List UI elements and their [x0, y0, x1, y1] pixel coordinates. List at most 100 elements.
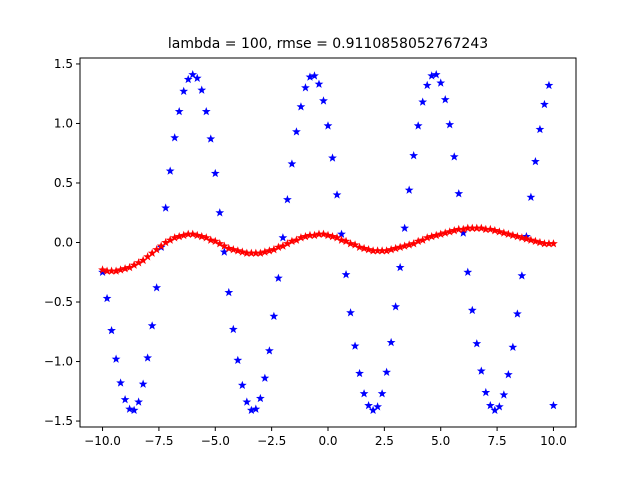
data-point	[346, 239, 355, 248]
data-point	[219, 247, 229, 256]
data-point	[183, 229, 193, 238]
data-point	[152, 245, 162, 254]
data-point	[120, 395, 130, 404]
series-2	[98, 223, 558, 275]
data-point	[454, 189, 464, 198]
data-point	[206, 134, 216, 143]
data-point	[427, 71, 437, 80]
data-point	[255, 248, 265, 257]
data-point	[364, 400, 373, 410]
data-point	[413, 121, 423, 130]
data-point	[485, 400, 495, 410]
data-point	[179, 230, 189, 240]
x-tick-label: 5.0	[431, 434, 450, 448]
data-point	[467, 305, 477, 315]
data-point	[310, 230, 319, 240]
data-point	[359, 243, 369, 253]
data-point	[242, 397, 252, 406]
data-point	[513, 231, 522, 241]
data-point	[544, 80, 554, 90]
data-point	[210, 236, 220, 246]
data-point	[359, 389, 369, 398]
data-point	[138, 255, 148, 265]
x-tick-label: 7.5	[488, 434, 507, 448]
data-point	[476, 223, 486, 232]
x-tick-label: 10.0	[540, 434, 567, 448]
data-point	[485, 224, 495, 234]
data-point	[107, 266, 116, 275]
data-point	[346, 308, 355, 317]
data-point	[517, 233, 527, 242]
chart-title: lambda = 100, rmse = 0.9110858052767243	[168, 36, 488, 52]
data-point	[174, 231, 184, 241]
data-point	[283, 239, 292, 248]
data-point	[540, 239, 549, 248]
data-point	[413, 236, 423, 246]
data-point	[197, 85, 207, 94]
y-tick-label: 0.0	[54, 236, 73, 250]
y-tick-label: 0.5	[54, 176, 73, 190]
data-point	[373, 246, 382, 255]
data-point	[418, 235, 428, 244]
plot-area	[98, 70, 558, 415]
data-point	[494, 402, 504, 411]
data-point	[400, 241, 410, 250]
data-point	[107, 325, 116, 335]
data-point	[422, 233, 432, 242]
data-point	[458, 228, 468, 237]
data-point	[98, 265, 107, 274]
data-point	[260, 373, 270, 382]
data-point	[125, 404, 134, 413]
data-point	[134, 397, 143, 406]
data-point	[296, 102, 306, 111]
data-point	[382, 367, 391, 376]
data-point	[287, 236, 297, 246]
data-point	[409, 239, 419, 248]
data-point	[409, 151, 419, 160]
data-point	[224, 287, 234, 297]
data-point	[449, 226, 459, 235]
y-tick-label: 1.5	[54, 57, 73, 71]
data-point	[382, 246, 391, 255]
data-point	[260, 247, 270, 256]
data-point	[463, 267, 473, 276]
data-point	[255, 393, 265, 403]
data-point	[503, 229, 513, 238]
data-point	[269, 311, 279, 321]
data-point	[364, 245, 373, 254]
data-point	[246, 405, 256, 415]
data-point	[206, 235, 216, 244]
data-point	[481, 387, 491, 397]
data-point	[305, 230, 315, 240]
data-point	[161, 237, 171, 247]
data-point	[522, 234, 531, 243]
data-point	[440, 95, 450, 104]
data-point	[368, 405, 378, 415]
data-point	[355, 368, 364, 378]
data-point	[395, 262, 405, 272]
data-point	[228, 324, 238, 334]
data-point	[549, 239, 558, 248]
data-point	[224, 243, 234, 253]
data-point	[472, 223, 482, 232]
data-point	[138, 379, 148, 388]
data-point	[431, 230, 441, 240]
data-point	[513, 309, 522, 318]
data-point	[274, 242, 283, 251]
data-point	[116, 265, 125, 274]
series-1	[98, 70, 558, 415]
data-point	[463, 223, 473, 232]
data-point	[490, 226, 500, 235]
data-point	[535, 124, 545, 134]
data-point	[134, 258, 143, 267]
x-tick-label: 0.0	[318, 434, 337, 448]
data-point	[404, 240, 414, 249]
y-tick-label: −0.5	[44, 295, 73, 309]
data-point	[535, 237, 545, 247]
data-point	[391, 243, 401, 253]
data-point	[111, 266, 121, 275]
x-tick-label: 2.5	[375, 434, 394, 448]
data-point	[314, 229, 324, 238]
data-point	[215, 239, 225, 248]
